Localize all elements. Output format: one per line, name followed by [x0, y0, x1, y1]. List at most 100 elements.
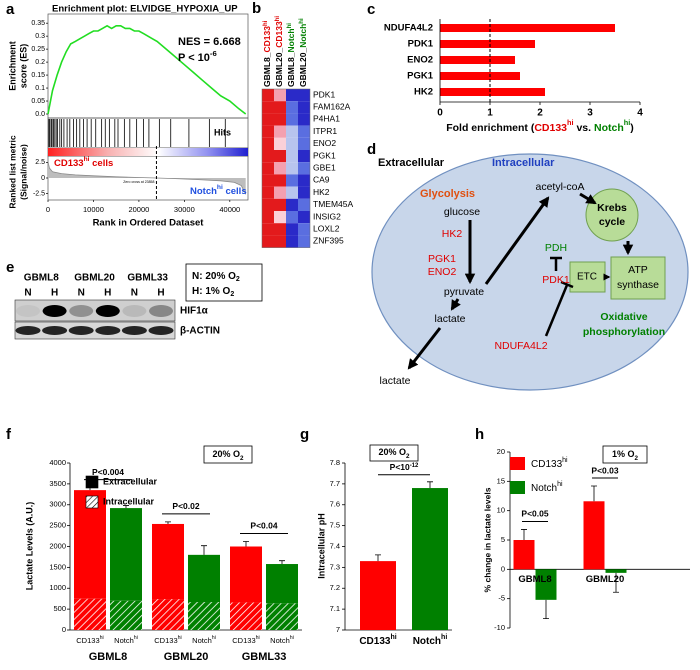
p-value: P<0.004: [92, 467, 124, 477]
legend-label: H: 1% O2: [192, 286, 234, 299]
text-part: 2: [236, 276, 240, 283]
text-part: Notch: [270, 636, 290, 645]
heatmap-cell: [262, 137, 274, 150]
p-value: P<0.05: [521, 509, 548, 519]
group-label: Notchhi cells: [190, 184, 247, 196]
error-bar: [201, 545, 207, 555]
x-tick-label: Notchhi: [192, 635, 216, 645]
y-axis-label: Intracellular pH: [316, 513, 326, 579]
etc-box: [569, 261, 606, 293]
heatmap-frame: [261, 88, 311, 248]
text-part: hi: [100, 635, 104, 641]
heatmap-cell: [274, 137, 286, 150]
text-part: cells: [89, 158, 113, 169]
es-curve: [47, 24, 247, 115]
text-part: hi: [299, 18, 305, 24]
text-part: CD133: [531, 459, 563, 470]
chart-title: Enrichment plot: ELVIDGE_HYPOXIA_UP: [52, 4, 238, 15]
band: [95, 305, 120, 317]
panel-label: g: [300, 426, 309, 443]
diagram-label: lactate: [435, 313, 466, 325]
diagram-label: cycle: [599, 216, 625, 228]
text-part: Fold enrichment (: [446, 122, 535, 134]
bar-segment: [188, 602, 220, 630]
heatmap-cell: [286, 89, 298, 102]
legend-label: Notchhi: [531, 481, 563, 493]
y-tick-label: -10: [494, 623, 505, 632]
heatmap-cell: [274, 223, 286, 236]
row-label: GBE1: [313, 162, 336, 172]
heatmap-cell: [262, 89, 274, 102]
y-tick-label: 0: [41, 175, 45, 182]
panel-label: e: [6, 259, 14, 276]
y-tick-label: HK2: [414, 87, 433, 98]
cell-line-label: GBML20: [74, 273, 115, 284]
text-part: CD133: [154, 636, 177, 645]
heatmap-cell: [274, 186, 286, 199]
y-tick-label: 1500: [49, 562, 66, 571]
column-label: GBML20_Notchhi: [298, 18, 308, 87]
y-tick-label: -2.5: [33, 190, 45, 197]
y-tick-label: 10: [497, 506, 505, 515]
band: [15, 326, 41, 335]
text-part: H: 1% O: [192, 286, 231, 297]
row-label: ITPR1: [313, 126, 337, 136]
band: [95, 326, 121, 335]
p-value: P<0.04: [250, 521, 277, 531]
row-label: CA9: [313, 175, 330, 185]
diagram-label: Oxidative: [600, 311, 647, 323]
y-axis-label: Enrichment: [7, 41, 17, 91]
heatmap-cell: [286, 150, 298, 163]
text-part: CD133: [54, 158, 84, 169]
text-part: GBML8_: [262, 52, 272, 87]
text-part: hi: [390, 634, 396, 641]
legend-swatch: [85, 475, 99, 489]
text-part: -12: [410, 462, 419, 468]
y-axis-label: Lactate Levels (A.U.): [24, 502, 34, 591]
text-part: hi: [557, 481, 563, 488]
heatmap-cell: [274, 89, 286, 102]
arrow: [579, 192, 597, 205]
heatmap-cell: [262, 223, 274, 236]
heatmap-cell: [286, 211, 298, 224]
arrow: [450, 298, 461, 311]
bar: [360, 561, 396, 630]
text-part: GBML20_: [274, 48, 284, 87]
row-label: ZNF395: [313, 236, 344, 246]
x-axis-label: Fold enrichment (CD133hi vs. Notchhi): [446, 118, 634, 133]
p-value: P<0.02: [172, 501, 199, 511]
text-part: CD133: [534, 122, 567, 134]
x-tick-label: CD133hi: [76, 635, 103, 645]
diagram-label: HK2: [442, 228, 463, 240]
text-part: hi: [562, 457, 568, 464]
text-part: CD133: [274, 21, 284, 48]
y-tick-label: 7.7: [330, 479, 340, 488]
diagram-label: lactate: [380, 375, 411, 387]
condition-box: [203, 445, 253, 464]
y-tick-label: 7: [336, 625, 340, 634]
x-tick-label: CD133hi: [154, 635, 181, 645]
heatmap-cell: [298, 89, 310, 102]
row-label: LOXL2: [313, 223, 340, 233]
heatmap-cell: [286, 137, 298, 150]
error-bar: [279, 560, 285, 565]
row-label: INSIG2: [313, 211, 341, 221]
bar: [412, 488, 448, 630]
panel-label: d: [367, 141, 376, 158]
legend-label: CD133hi: [531, 457, 568, 469]
text-part: Notch: [594, 122, 624, 134]
heatmap-cell: [274, 113, 286, 126]
condition-label: H: [51, 288, 58, 299]
text-part: Notch: [413, 636, 441, 647]
heatmap-cell: [274, 150, 286, 163]
text-part: hi: [275, 16, 281, 22]
bar: [440, 24, 615, 32]
text-part: Notch: [190, 186, 217, 197]
panel-label: c: [367, 1, 375, 18]
diagram-label: synthase: [617, 279, 659, 291]
heatmap-cell: [298, 162, 310, 175]
heatmap-cell: [262, 101, 274, 114]
heatmap-cell: [274, 235, 286, 248]
